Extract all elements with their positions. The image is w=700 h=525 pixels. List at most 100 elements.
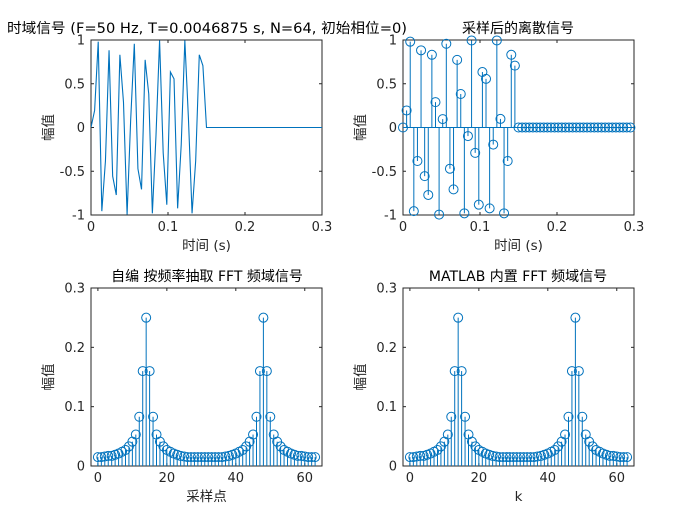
stem-marker — [491, 451, 502, 462]
chart-title: 自编 按频率抽取 FFT 频域信号 — [111, 268, 303, 285]
x-tick-label: 60 — [608, 471, 625, 486]
stem-marker — [217, 452, 228, 463]
stem-marker — [502, 156, 513, 167]
stem-marker — [175, 450, 186, 461]
stem-marker — [434, 209, 445, 220]
y-tick-label: 0 — [77, 121, 85, 136]
stem-marker — [577, 411, 588, 422]
stem-marker — [120, 444, 131, 455]
stem-marker — [462, 131, 473, 142]
stem-marker — [419, 171, 430, 182]
stem-marker — [437, 114, 448, 125]
x-tick-label: 0 — [87, 220, 95, 235]
stem-marker — [251, 411, 262, 422]
stem-marker — [206, 452, 217, 463]
stem-marker — [570, 312, 581, 323]
stem-marker — [515, 452, 526, 463]
stem-marker — [508, 452, 519, 463]
stem-marker — [292, 450, 303, 461]
stem-marker — [258, 312, 269, 323]
stem-marker — [144, 366, 155, 377]
stem-marker — [248, 429, 259, 440]
plot-area — [90, 287, 323, 467]
stem-marker — [509, 60, 520, 71]
x-tick-label: 40 — [540, 471, 557, 486]
stem-marker — [506, 49, 517, 60]
x-tick-label: 0 — [406, 471, 414, 486]
stem-marker — [473, 199, 484, 210]
stem-marker — [504, 452, 515, 463]
stem-marker — [411, 451, 422, 462]
x-axis-label: 时间 (s) — [494, 238, 543, 254]
y-axis-label: 幅值 — [353, 114, 369, 141]
x-tick-label: 40 — [228, 471, 245, 486]
stem-marker — [525, 452, 536, 463]
stem-series — [404, 312, 633, 466]
stem-marker — [92, 452, 103, 463]
axes-fft-builtin: 0 20 40 60 0 0.1 0.2 0.3 MATLAB 内置 FFT 频域信号 k 幅值 — [353, 269, 635, 505]
stem-marker — [237, 444, 248, 455]
stem-marker — [179, 451, 190, 462]
y-tick-label: 0.3 — [376, 282, 397, 297]
y-tick-label: 0.1 — [376, 400, 397, 415]
stem-marker — [499, 208, 510, 219]
stem-marker — [466, 35, 477, 46]
stem-marker — [306, 452, 317, 463]
y-tick-label: -1 — [384, 209, 397, 224]
stem-marker — [401, 105, 412, 116]
stem-marker — [203, 452, 214, 463]
plot-area — [402, 287, 635, 467]
stem-marker — [608, 450, 619, 461]
stem-marker — [404, 452, 415, 463]
stem-marker — [99, 451, 110, 462]
stem-marker — [587, 441, 598, 452]
x-tick-label: 0.2 — [547, 220, 568, 235]
stem-marker — [455, 88, 466, 99]
y-tick-label: 0.2 — [64, 341, 85, 356]
x-tick-label: 20 — [471, 471, 488, 486]
y-tick-label: 0 — [389, 121, 397, 136]
stem-marker — [185, 452, 196, 463]
y-tick-label: 0.1 — [64, 400, 85, 415]
stem-marker — [511, 452, 522, 463]
x-tick-label: 0.2 — [235, 220, 256, 235]
stem-marker — [615, 452, 626, 463]
stem-marker — [158, 441, 169, 452]
stem-marker — [412, 156, 423, 167]
stem-marker — [488, 139, 499, 150]
stem-marker — [491, 35, 502, 46]
y-tick-label: 0 — [389, 460, 397, 475]
stem-marker — [495, 113, 506, 124]
stem-marker — [444, 163, 455, 174]
x-tick-label: 60 — [296, 471, 313, 486]
stem-marker — [494, 452, 505, 463]
stem-marker — [405, 36, 416, 47]
stem-marker — [518, 452, 529, 463]
stem-marker — [130, 429, 141, 440]
x-axis-label: k — [515, 489, 523, 505]
stem-marker — [148, 411, 159, 422]
stem-marker — [254, 366, 265, 377]
stem-marker — [459, 208, 470, 219]
y-tick-label: 0.5 — [64, 77, 85, 92]
stem-marker — [501, 452, 512, 463]
stem-series — [92, 312, 321, 466]
stem-marker — [196, 452, 207, 463]
stem-marker — [448, 184, 459, 195]
y-tick-label: 0.5 — [376, 77, 397, 92]
stem-marker — [622, 452, 633, 463]
y-tick-label: -0.5 — [372, 165, 397, 180]
stem-marker — [484, 203, 495, 214]
stem-marker — [573, 366, 584, 377]
stem-marker — [210, 452, 221, 463]
x-tick-label: 0.1 — [158, 220, 179, 235]
stem-marker — [261, 366, 272, 377]
y-tick-label: 0 — [77, 460, 85, 475]
stem-marker — [408, 206, 419, 217]
stem-marker — [470, 441, 481, 452]
stem-marker — [189, 452, 200, 463]
signal-line — [91, 40, 322, 215]
